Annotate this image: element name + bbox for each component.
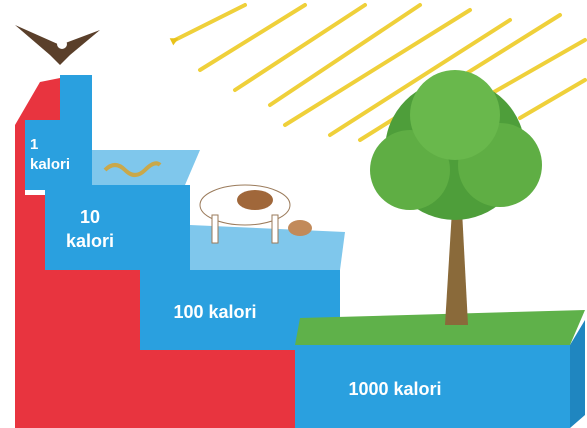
grass bbox=[295, 310, 585, 345]
label: 10 kalori bbox=[66, 207, 114, 251]
sun-rays bbox=[169, 3, 587, 142]
label: 1 kalori bbox=[30, 136, 70, 173]
snake bbox=[103, 161, 162, 177]
blue-steps bbox=[25, 75, 585, 428]
eagle bbox=[15, 25, 100, 65]
label: 1000 kalori bbox=[348, 379, 441, 399]
label: 100 kalori bbox=[173, 302, 256, 322]
red-side bbox=[15, 78, 295, 428]
tree bbox=[370, 70, 542, 325]
cow bbox=[199, 184, 312, 244]
